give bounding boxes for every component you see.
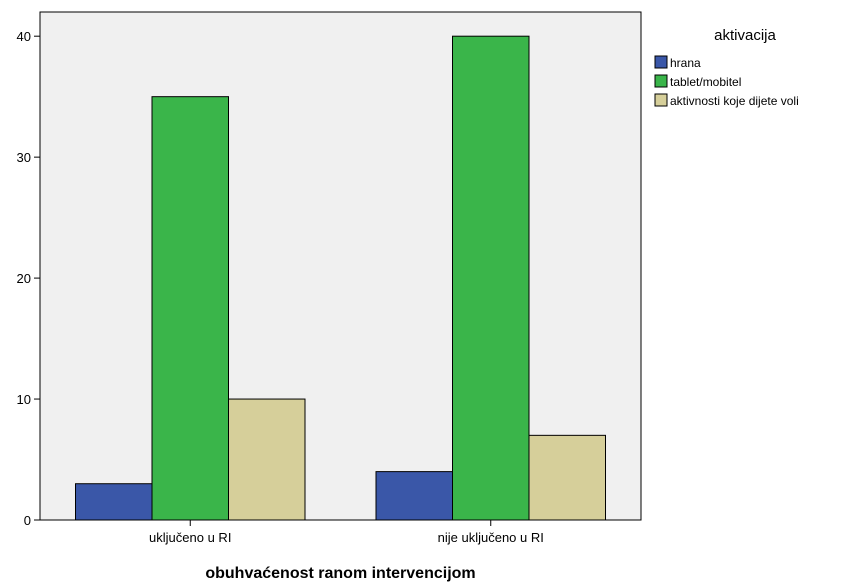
bars bbox=[75, 35, 606, 521]
x-category-label: nije uključeno u RI bbox=[438, 530, 544, 545]
bar-aktivnosti-koje-dijete-voli bbox=[528, 434, 606, 521]
bar-hrana bbox=[75, 483, 153, 521]
y-tick-label: 0 bbox=[24, 513, 31, 528]
x-axis-label: obuhvaćenost ranom intervencijom bbox=[205, 565, 475, 582]
y-tick-label: 40 bbox=[17, 29, 31, 44]
y-tick-label: 10 bbox=[17, 392, 31, 407]
legend-swatch bbox=[654, 93, 668, 107]
x-axis: uključeno u RI nije uključeno u RI bbox=[149, 520, 544, 545]
legend-label: hrana bbox=[670, 56, 701, 70]
x-category-label: uključeno u RI bbox=[149, 530, 231, 545]
legend-swatch bbox=[654, 74, 668, 88]
legend-title: aktivacija bbox=[714, 27, 776, 44]
legend: aktivacija hrana tablet/mobitel aktivnosti… bbox=[654, 27, 799, 108]
bar-tablet-mobitel bbox=[151, 96, 229, 521]
bar-aktivnosti-koje-dijete-voli bbox=[228, 398, 306, 521]
legend-label: tablet/mobitel bbox=[670, 75, 741, 89]
legend-swatch bbox=[654, 55, 668, 69]
y-axis: 0 10 20 30 40 bbox=[17, 29, 40, 528]
y-tick-label: 30 bbox=[17, 150, 31, 165]
bar-tablet-mobitel bbox=[452, 35, 530, 521]
bar-hrana bbox=[375, 471, 453, 521]
legend-label: aktivnosti koje dijete voli bbox=[670, 94, 799, 108]
y-tick-label: 20 bbox=[17, 271, 31, 286]
